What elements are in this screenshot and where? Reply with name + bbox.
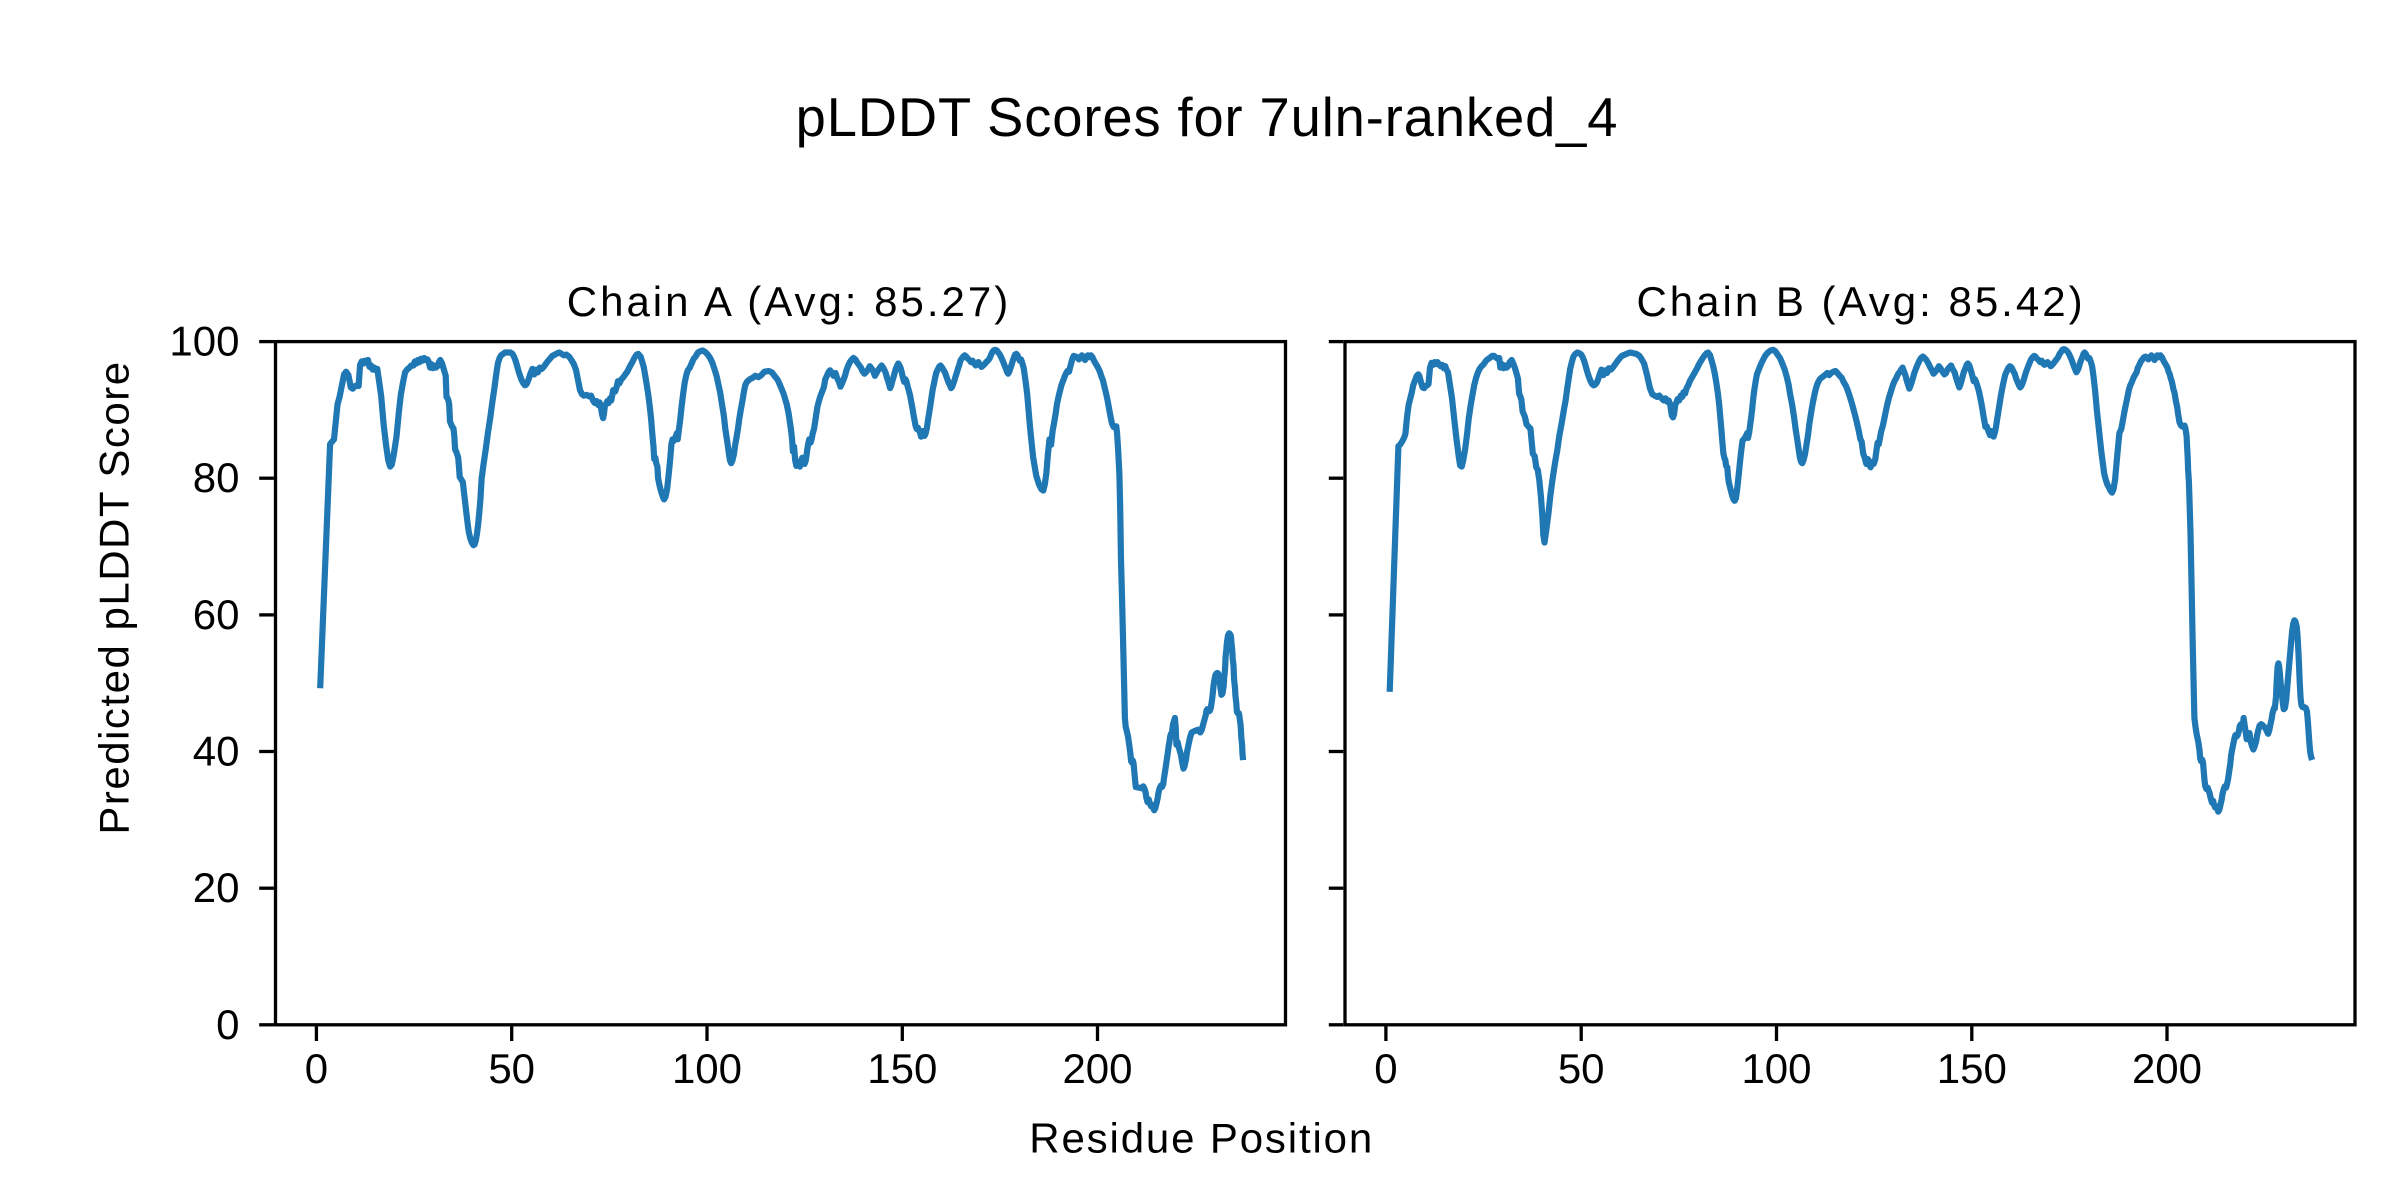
svg-text:150: 150 (1937, 1045, 2007, 1092)
svg-text:60: 60 (193, 591, 240, 638)
svg-text:50: 50 (1558, 1045, 1605, 1092)
svg-text:100: 100 (672, 1045, 742, 1092)
svg-text:200: 200 (1062, 1045, 1132, 1092)
svg-text:20: 20 (193, 864, 240, 911)
svg-text:pLDDT Scores for 7uln-ranked_4: pLDDT Scores for 7uln-ranked_4 (796, 87, 1619, 148)
svg-text:40: 40 (193, 728, 240, 775)
svg-text:100: 100 (169, 318, 239, 365)
svg-text:80: 80 (193, 454, 240, 501)
svg-text:0: 0 (216, 1001, 239, 1048)
svg-text:Chain B (Avg: 85.42): Chain B (Avg: 85.42) (1636, 278, 2085, 325)
svg-text:200: 200 (2132, 1045, 2202, 1092)
svg-text:Chain A (Avg: 85.27): Chain A (Avg: 85.27) (567, 278, 1011, 325)
svg-text:Residue Position: Residue Position (1029, 1114, 1374, 1161)
svg-text:100: 100 (1741, 1045, 1811, 1092)
svg-text:0: 0 (1374, 1045, 1397, 1092)
svg-text:Predicted pLDDT Score: Predicted pLDDT Score (91, 360, 138, 834)
svg-text:0: 0 (305, 1045, 328, 1092)
svg-text:50: 50 (488, 1045, 535, 1092)
svg-text:150: 150 (867, 1045, 937, 1092)
